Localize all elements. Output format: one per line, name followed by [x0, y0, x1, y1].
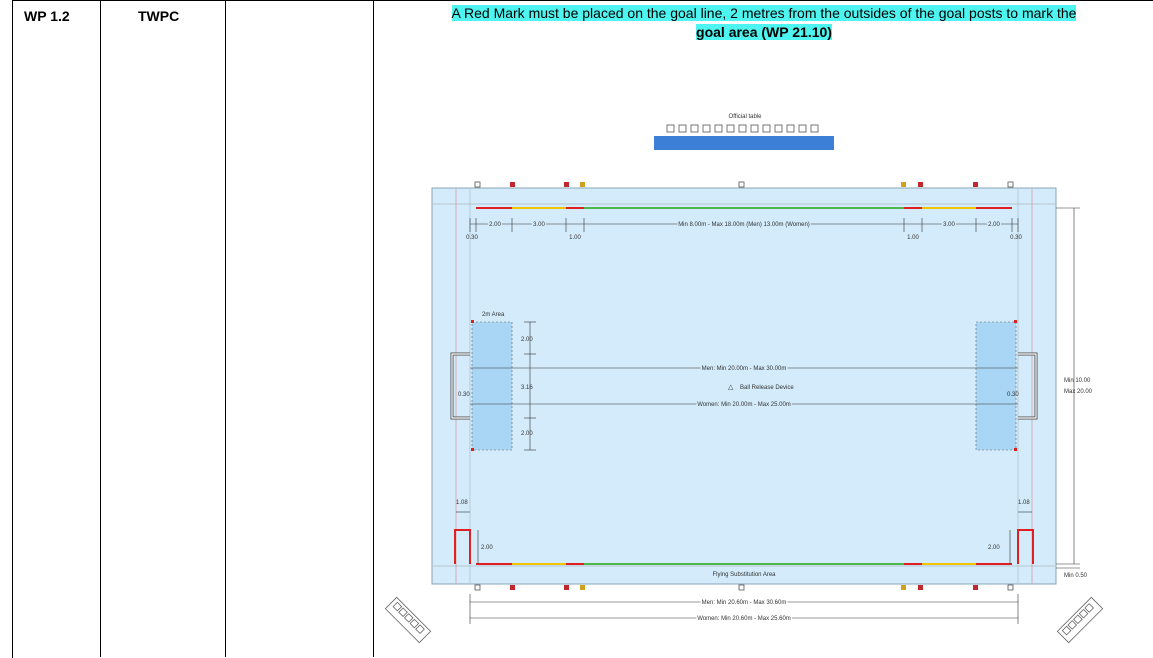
- bottom-markers: [474, 584, 1014, 591]
- width-label: Max 20.00: [1064, 389, 1093, 395]
- red-mark: [471, 320, 474, 323]
- dim-label: 2.00: [489, 222, 501, 228]
- official-table-seats: [666, 124, 819, 133]
- dim-label: 1.00: [907, 235, 919, 241]
- goal-right-inner: [1018, 353, 1037, 419]
- dim-label: 1.00: [569, 235, 581, 241]
- area-label: 2m Area: [482, 312, 505, 318]
- men-outer-label: Men: Min 20.60m - Max 30.60m: [702, 600, 787, 606]
- table-frame: [12, 0, 1153, 658]
- red-mark: [1014, 320, 1017, 323]
- requirement-text: A Red Mark must be placed on the goal li…: [375, 4, 1153, 42]
- goal-left-inner: [451, 353, 470, 419]
- requirement-line-2: goal area (WP 21.10): [696, 24, 832, 40]
- team-bench-left: [384, 596, 432, 644]
- top-markers: [474, 181, 1014, 188]
- column-divider: [100, 0, 101, 657]
- dim-label: 3.00: [533, 222, 545, 228]
- top-dimension-ticks: [469, 218, 1019, 232]
- rule-id: WP 1.2: [24, 8, 70, 24]
- dim-label: 2.00: [988, 222, 1000, 228]
- reentry-area-right: [1017, 529, 1034, 564]
- dim-label: 0.30: [466, 235, 478, 241]
- goal-area-right: [975, 321, 1017, 451]
- dim-label: 1.08: [1018, 500, 1030, 506]
- red-mark: [1014, 448, 1017, 451]
- column-divider: [373, 0, 374, 657]
- pool-area: [431, 187, 1057, 585]
- dim-label: 3.00: [943, 222, 955, 228]
- ball-release-icon: △: [728, 384, 734, 391]
- women-length-label: Women: Min 20.00m - Max 25.00m: [697, 402, 791, 408]
- dim-label: 0.30: [1010, 235, 1022, 241]
- left-vertical-ticks: [524, 321, 536, 451]
- team-bench-right: [1056, 596, 1104, 644]
- flying-sub-label: Flying Substitution Area: [712, 572, 776, 578]
- ball-release-label: Ball Release Device: [740, 385, 794, 391]
- red-mark: [471, 448, 474, 451]
- dim-label: Min 8.00m - Max 18.00m (Men) 13.00m (Wom…: [678, 222, 810, 228]
- dim-label: 2.00: [988, 545, 1000, 551]
- requirement-line-1: A Red Mark must be placed on the goal li…: [451, 5, 1077, 21]
- width-label: Min 10.00: [1064, 378, 1091, 384]
- dim-label: 0.30: [458, 392, 470, 398]
- dim-label: 2.00: [521, 337, 533, 343]
- column-divider: [225, 0, 226, 657]
- reentry-area-left: [454, 529, 471, 564]
- official-table: [654, 136, 834, 150]
- dim-label: 2.00: [521, 431, 533, 437]
- official-table-label: Official table: [729, 114, 763, 120]
- men-length-label: Men: Min 20.00m - Max 30.00m: [702, 366, 787, 372]
- dim-label: 2.00: [481, 545, 493, 551]
- women-outer-label: Women: Min 20.60m - Max 25.60m: [697, 616, 791, 622]
- dim-label: 0.30: [1007, 392, 1019, 398]
- dim-label: 3.16: [521, 385, 533, 391]
- goal-area-left: [471, 321, 513, 451]
- rule-code: TWPC: [138, 8, 180, 24]
- dim-label: 1.08: [456, 500, 468, 506]
- min-050-label: Min 0.50: [1064, 573, 1088, 579]
